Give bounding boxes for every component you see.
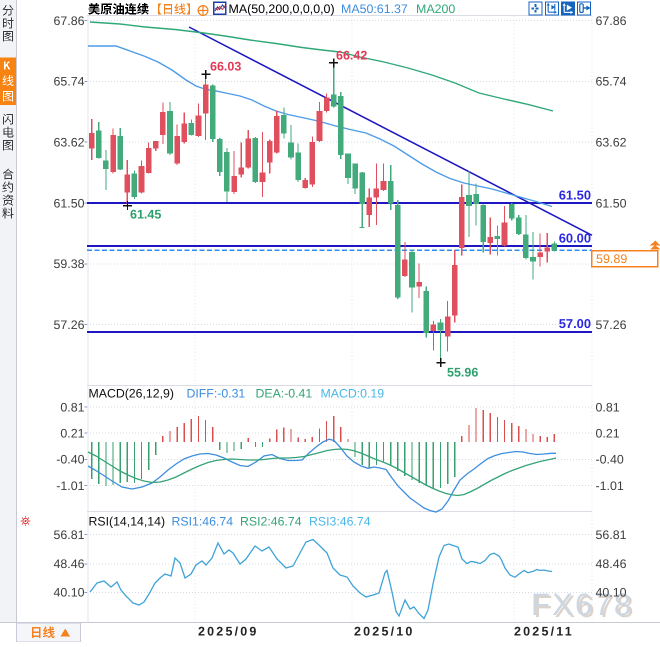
svg-text:MA50:61.37: MA50:61.37	[341, 2, 408, 16]
svg-text:0.81: 0.81	[60, 400, 84, 414]
svg-text:MA(50,200,0,0,0,0): MA(50,200,0,0,0,0)	[229, 2, 335, 16]
svg-text:67.86: 67.86	[53, 14, 84, 28]
svg-text:MACD(26,12,9): MACD(26,12,9)	[89, 387, 174, 401]
svg-text:2025/09: 2025/09	[198, 625, 259, 639]
svg-text:56.81: 56.81	[53, 528, 84, 542]
svg-text:60.00: 60.00	[559, 231, 591, 246]
svg-text:FX678: FX678	[531, 587, 633, 622]
svg-text:65.74: 65.74	[53, 75, 84, 89]
svg-text:57.26: 57.26	[596, 318, 627, 332]
svg-text:MACD:0.19: MACD:0.19	[321, 387, 385, 401]
svg-text:61.50: 61.50	[53, 196, 84, 210]
svg-text:67.86: 67.86	[596, 14, 627, 28]
svg-text:56.81: 56.81	[596, 528, 627, 542]
svg-text:-0.40: -0.40	[56, 453, 84, 467]
svg-text:-1.01: -1.01	[596, 479, 624, 493]
svg-text:48.46: 48.46	[596, 557, 627, 571]
svg-text:RSI3:46.74: RSI3:46.74	[309, 515, 371, 529]
svg-text:RSI2:46.74: RSI2:46.74	[240, 515, 302, 529]
svg-text:-0.40: -0.40	[596, 453, 624, 467]
svg-text:61.50: 61.50	[559, 188, 591, 203]
svg-text:-1.01: -1.01	[56, 479, 84, 493]
svg-text:FX678: FX678	[534, 589, 636, 624]
svg-text:MA200: MA200	[416, 2, 455, 16]
svg-text:RSI1:46.74: RSI1:46.74	[172, 515, 234, 529]
svg-text:DEA:-0.41: DEA:-0.41	[256, 387, 313, 401]
svg-text:65.74: 65.74	[596, 75, 627, 89]
svg-text:61.45: 61.45	[130, 208, 161, 222]
svg-text:59.89: 59.89	[596, 252, 627, 266]
svg-text:63.62: 63.62	[53, 136, 84, 150]
svg-text:2025/11: 2025/11	[514, 625, 574, 639]
svg-text:DIFF:-0.31: DIFF:-0.31	[187, 387, 246, 401]
svg-text:0.81: 0.81	[596, 400, 620, 414]
svg-text:57.00: 57.00	[559, 316, 591, 331]
svg-text:0.21: 0.21	[596, 426, 620, 440]
svg-text:0.21: 0.21	[60, 426, 84, 440]
svg-text:59.38: 59.38	[53, 257, 84, 271]
svg-text:40.10: 40.10	[596, 586, 627, 600]
svg-text:40.10: 40.10	[53, 586, 84, 600]
svg-text:61.50: 61.50	[596, 196, 627, 210]
svg-text:57.26: 57.26	[53, 318, 84, 332]
svg-text:66.03: 66.03	[210, 60, 241, 74]
svg-text:66.42: 66.42	[336, 49, 367, 63]
svg-text:RSI(14,14,14): RSI(14,14,14)	[89, 515, 166, 529]
svg-text:2025/10: 2025/10	[354, 625, 415, 639]
svg-text:55.96: 55.96	[447, 366, 478, 380]
svg-text:63.62: 63.62	[596, 136, 627, 150]
svg-text:48.46: 48.46	[53, 557, 84, 571]
